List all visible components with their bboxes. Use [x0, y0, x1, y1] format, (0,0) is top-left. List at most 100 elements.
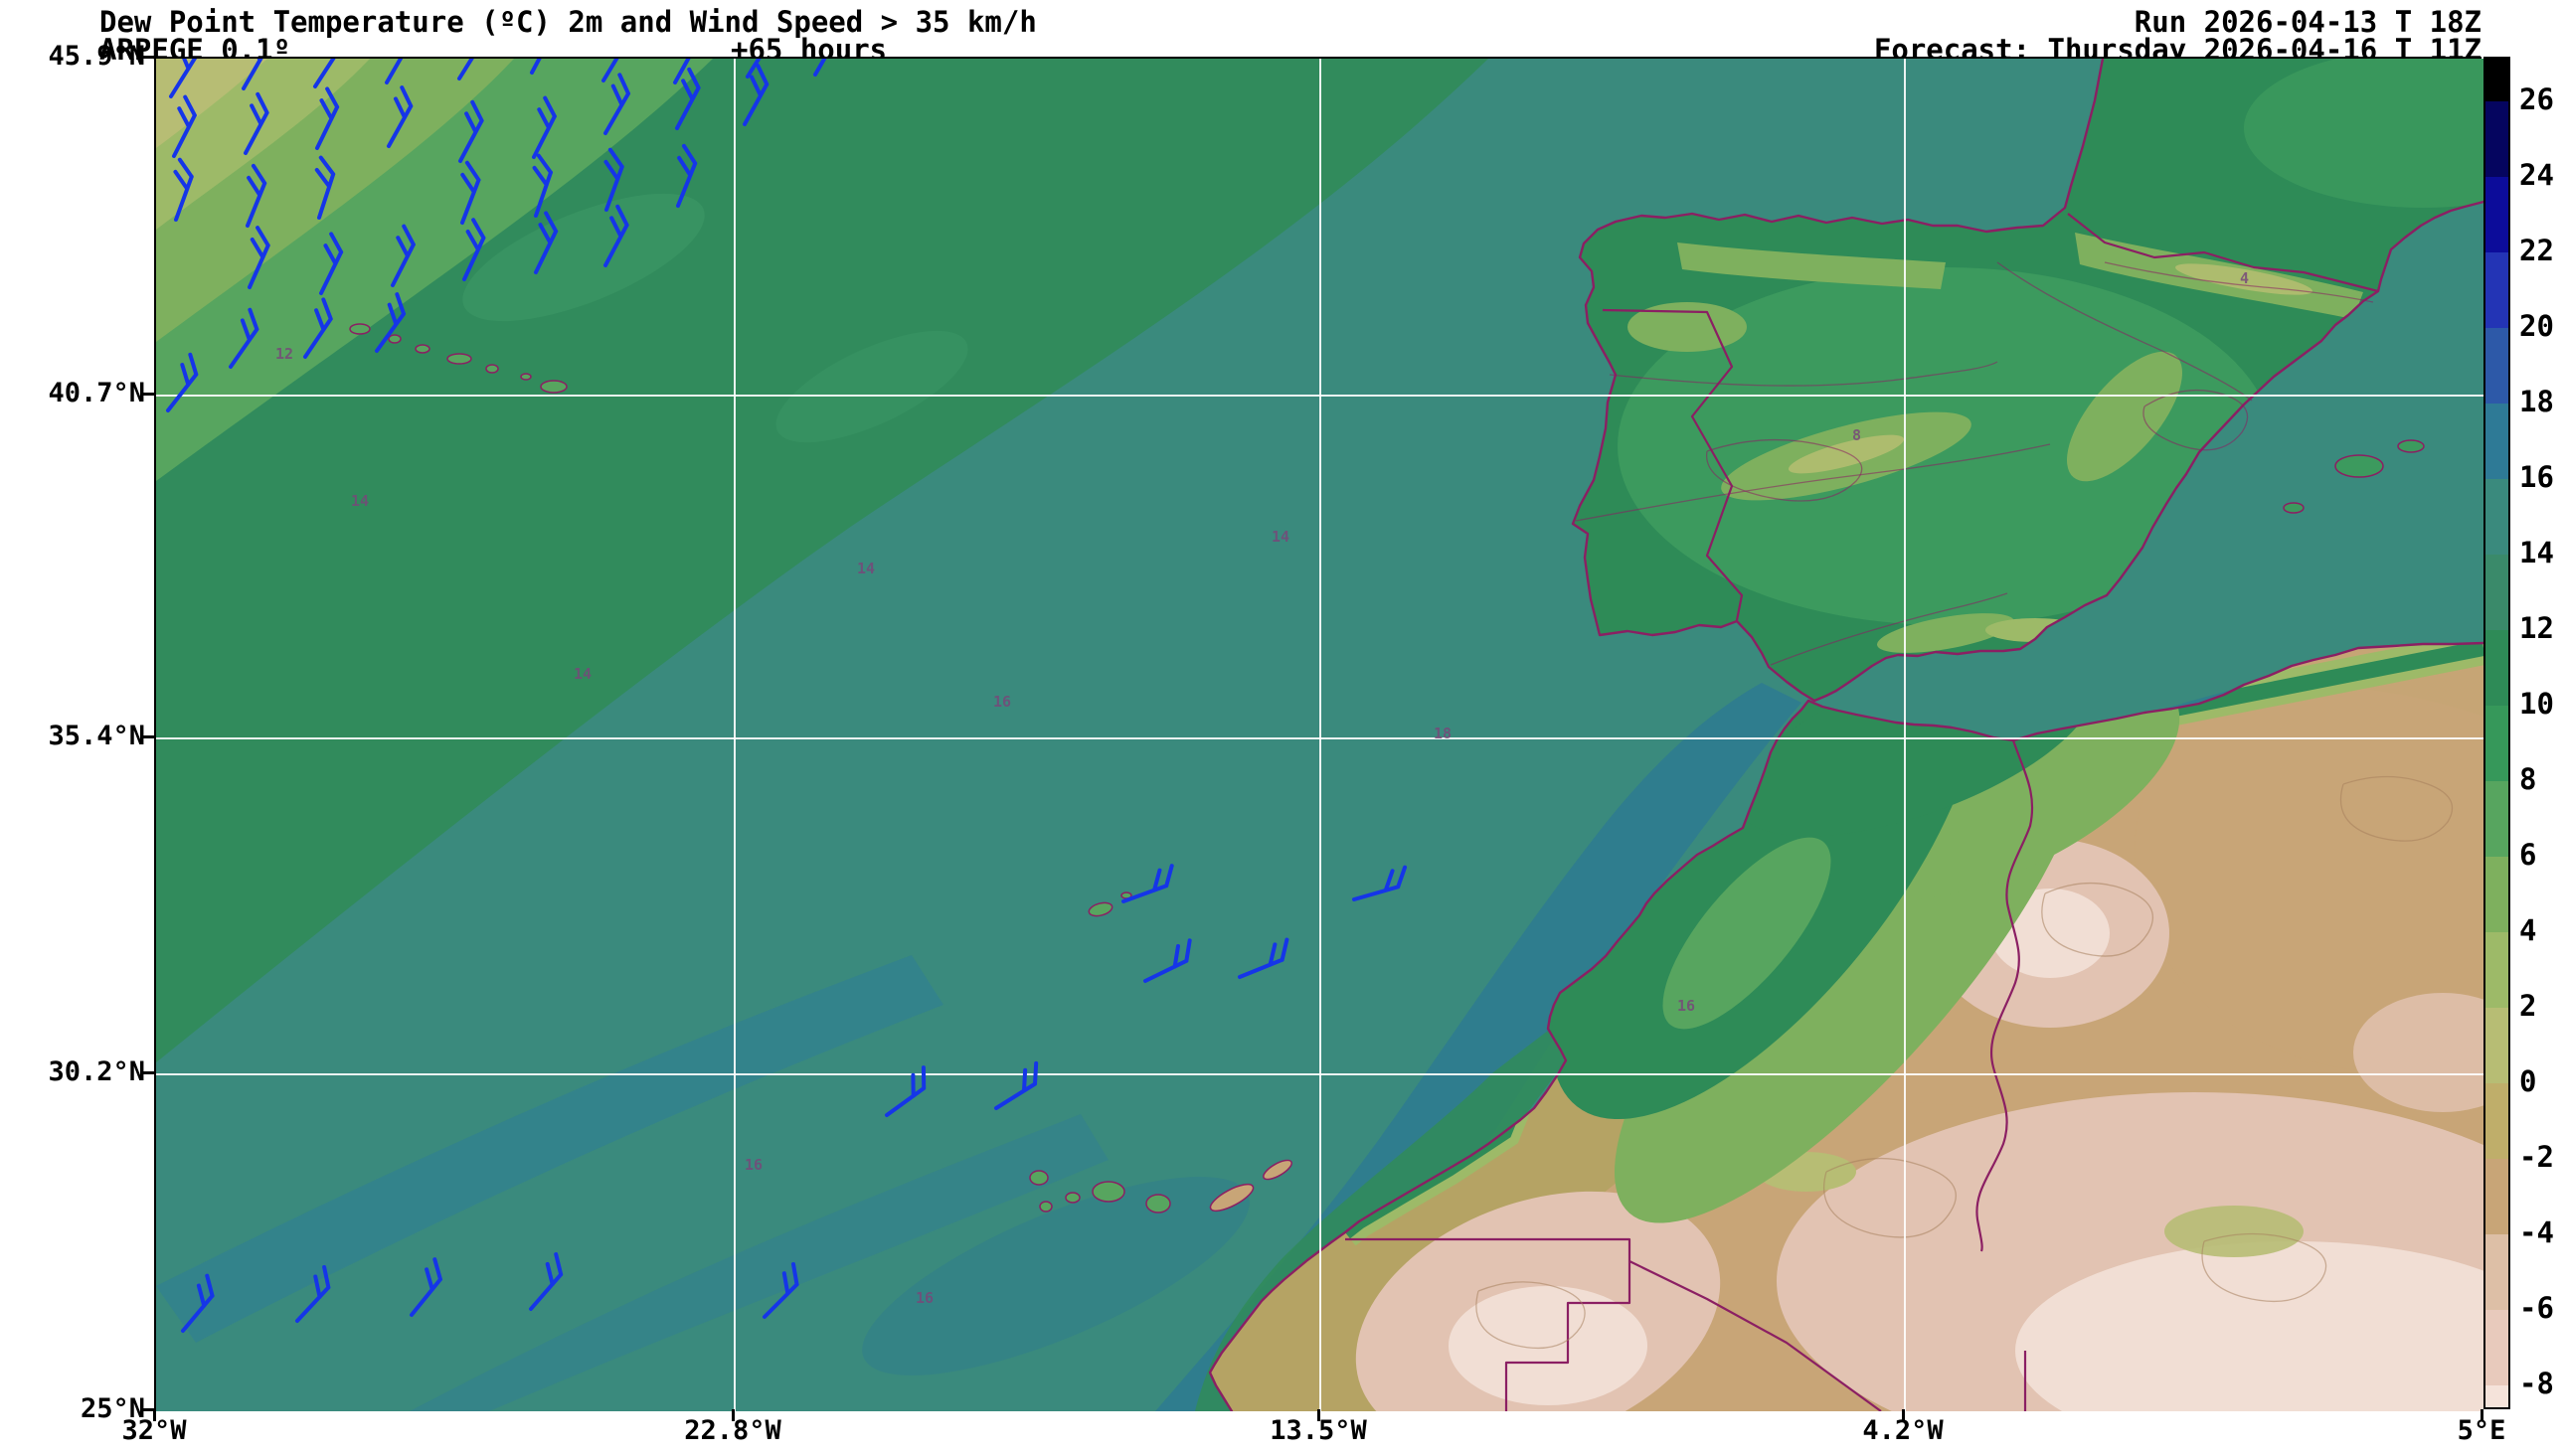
contour-label: 16: [993, 693, 1011, 711]
wind-barb: [532, 95, 557, 159]
wind-barb: [242, 59, 268, 90]
x-axis-tickmark: [1317, 1409, 1320, 1421]
wind-barb: [1238, 937, 1289, 979]
wind-barb: [994, 1060, 1039, 1110]
contour-label: 8: [1852, 426, 1861, 444]
colorbar-segment: [2485, 706, 2508, 781]
contour-label: 16: [916, 1289, 934, 1307]
wind-barb: [1143, 938, 1192, 983]
x-axis-tickmark: [732, 1409, 735, 1421]
colorbar-tick-label: 8: [2519, 762, 2537, 796]
political-borders: [1345, 213, 2379, 1411]
contour-label: 16: [745, 1156, 763, 1174]
colorbar-tick-label: 2: [2519, 989, 2537, 1023]
wind-barb: [462, 218, 486, 281]
wind-barb-layer: [166, 59, 1408, 1333]
wind-barb: [675, 67, 701, 130]
wind-barb: [603, 147, 624, 212]
wind-barb: [181, 1273, 215, 1333]
rivers-and-inner-lines: [1575, 261, 2253, 666]
colorbar-segment: [2485, 555, 2508, 630]
colorbar-segment: [2485, 404, 2508, 479]
colorbar-tick-label: -8: [2519, 1367, 2554, 1400]
x-axis-tickmark: [1902, 1409, 1905, 1421]
wind-barb: [313, 59, 343, 88]
contour-squiggles: [1475, 261, 2454, 1349]
contour-label-layer: 14 12 14 14 16 14 16 16 18 16 8 4: [275, 269, 2249, 1307]
islands: [349, 323, 2425, 1213]
colorbar-segment: [2485, 1234, 2508, 1310]
colorbar-segment: [2485, 1083, 2508, 1159]
colorbar-segment: [2485, 101, 2508, 177]
wind-barb: [529, 1252, 564, 1311]
colorbar-segment: [2485, 1159, 2508, 1234]
wind-barb: [458, 99, 484, 163]
y-axis-tickmark: [142, 1408, 154, 1411]
colorbar-segment: [2485, 252, 2508, 328]
wind-barb: [743, 64, 770, 126]
x-axis-tickmark: [2481, 1409, 2483, 1421]
wind-barb: [172, 94, 197, 158]
contour-label: 18: [1434, 725, 1452, 742]
wind-barb: [885, 1065, 927, 1117]
contour-label: 12: [275, 345, 293, 363]
wind-barb: [314, 155, 336, 220]
wind-barb: [375, 292, 407, 353]
wind-barb: [746, 59, 774, 79]
wind-barb: [391, 224, 416, 287]
colorbar-tick-label: 24: [2519, 158, 2554, 192]
wind-barb: [169, 59, 198, 98]
wind-barb: [1121, 864, 1174, 903]
colorbar-segment: [2485, 59, 2508, 101]
y-axis-tick-label: 35.4°N: [48, 721, 145, 751]
y-axis-tickmark: [142, 56, 154, 59]
wind-barb: [603, 204, 629, 267]
colorbar-segment: [2485, 857, 2508, 932]
y-axis-tickmark: [142, 735, 154, 738]
wind-barb: [246, 163, 267, 228]
y-axis-tick-label: 30.2°N: [48, 1056, 145, 1087]
colorbar-segment: [2485, 781, 2508, 857]
colorbar-tick-label: 0: [2519, 1064, 2537, 1098]
colorbar-tick-label: -4: [2519, 1215, 2554, 1249]
colorbar-segment: [2485, 1008, 2508, 1083]
colorbar: [2483, 57, 2510, 1409]
map-plot: 14 12 14 14 16 14 16 16 18 16 8 4: [156, 59, 2483, 1411]
colorbar-tick-label: -6: [2519, 1291, 2554, 1325]
wind-barb: [673, 59, 700, 84]
model-run-label: Run 2026-04-13 T 18Z: [2134, 5, 2481, 39]
wind-barb: [387, 85, 414, 148]
y-axis-tickmark: [142, 1071, 154, 1074]
y-axis-tick-label: 25°N: [80, 1393, 145, 1424]
contour-label: 14: [351, 492, 369, 510]
colorbar-segment: [2485, 479, 2508, 555]
contour-label: 14: [1272, 528, 1289, 546]
wind-barb: [319, 232, 344, 295]
x-axis-tickmark: [153, 1409, 156, 1421]
wind-barb: [532, 153, 553, 218]
contour-label: 14: [857, 560, 875, 577]
wind-barb: [530, 59, 556, 75]
wind-barb: [244, 91, 269, 155]
colorbar-tick-label: 4: [2519, 913, 2537, 947]
wind-barb: [601, 59, 629, 82]
grid-lines: [156, 59, 2483, 1411]
colorbar-tick-label: 12: [2519, 611, 2554, 645]
wind-barb: [385, 59, 412, 84]
colorbar-tick-label: -2: [2519, 1140, 2554, 1174]
wind-barb: [229, 307, 259, 369]
contour-label: 14: [574, 665, 592, 683]
wind-barb: [534, 211, 559, 274]
colorbar-tick-label: 26: [2519, 82, 2554, 116]
iberia-coastline: [1571, 59, 2483, 703]
colorbar-segment: [2485, 630, 2508, 706]
wind-barb: [603, 73, 630, 135]
wind-barb: [457, 59, 486, 81]
colorbar-segment: [2485, 1310, 2508, 1385]
wind-barb: [1352, 865, 1408, 901]
wind-barb: [173, 157, 194, 222]
colorbar-tick-label: 20: [2519, 309, 2554, 343]
y-axis-tickmark: [142, 393, 154, 396]
colorbar-segment: [2485, 1385, 2508, 1407]
